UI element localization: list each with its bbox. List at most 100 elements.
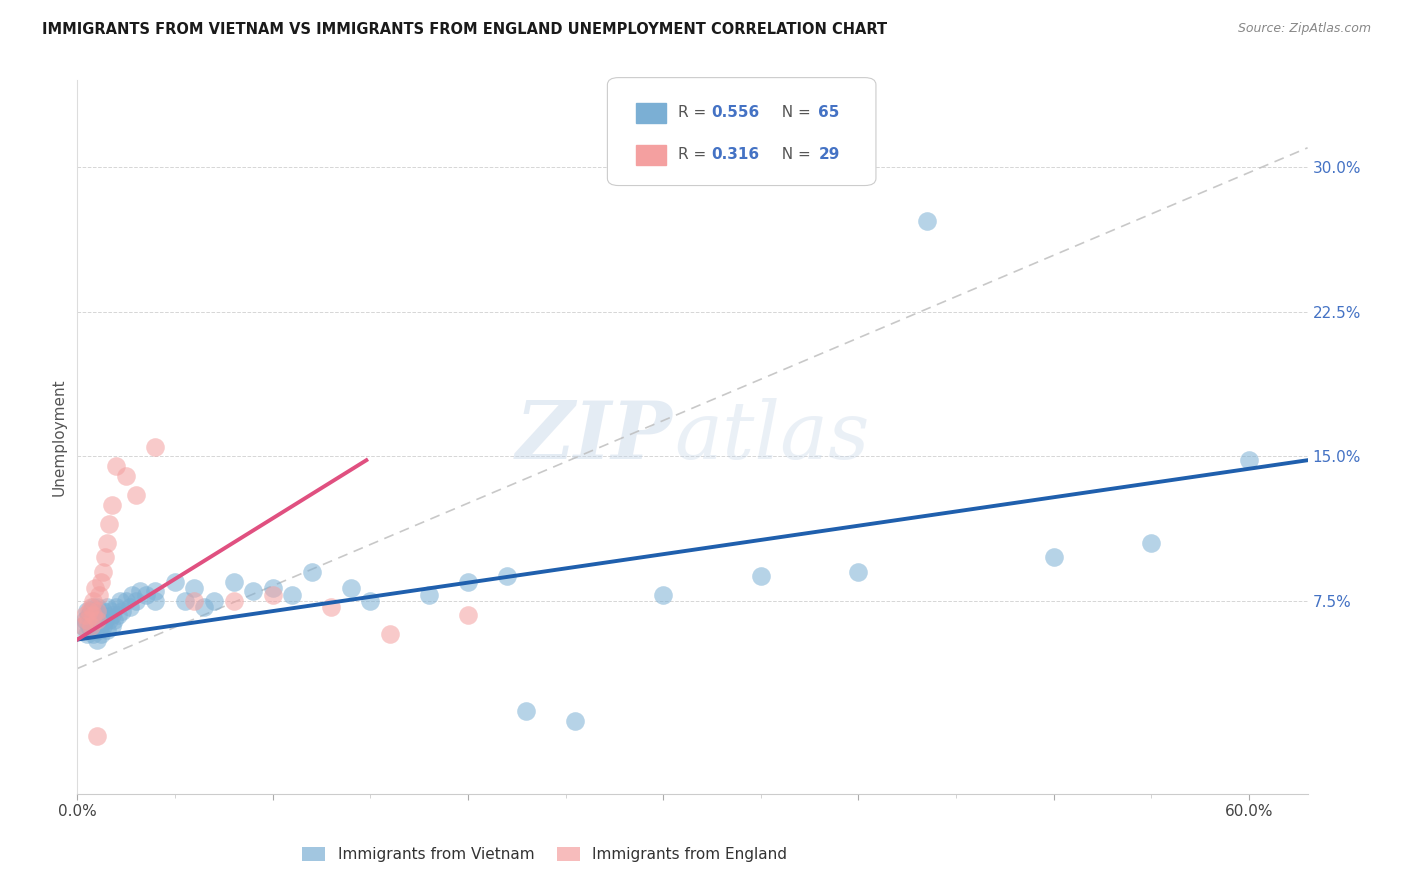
Point <box>82 599 104 614</box>
Point <box>82 594 104 608</box>
Point <box>86 607 108 622</box>
Point <box>75 613 97 627</box>
Point <box>80 613 103 627</box>
Point <box>76 613 98 627</box>
Text: R =: R = <box>678 147 711 162</box>
Point <box>76 604 98 618</box>
Point <box>77 607 100 622</box>
Point <box>145 440 167 454</box>
Text: N =: N = <box>772 105 815 120</box>
Point <box>339 581 361 595</box>
Text: 0.556: 0.556 <box>711 105 759 120</box>
Point <box>87 623 110 637</box>
Point <box>80 619 103 633</box>
Text: ZIP: ZIP <box>516 399 672 475</box>
Point <box>84 623 107 637</box>
Point <box>564 714 586 728</box>
Point <box>125 594 148 608</box>
Point <box>84 613 107 627</box>
Point <box>97 516 120 531</box>
Point <box>262 581 284 595</box>
Point <box>93 549 115 564</box>
Point <box>321 599 343 614</box>
Point <box>101 498 124 512</box>
Point <box>457 607 479 622</box>
Point <box>91 619 114 633</box>
Point <box>115 594 138 608</box>
Text: Source: ZipAtlas.com: Source: ZipAtlas.com <box>1237 22 1371 36</box>
Point <box>103 613 125 627</box>
Legend: Immigrants from Vietnam, Immigrants from England: Immigrants from Vietnam, Immigrants from… <box>297 841 793 868</box>
Point <box>77 604 100 618</box>
Point <box>193 599 215 614</box>
Point <box>418 588 440 602</box>
Point <box>1237 453 1260 467</box>
Point <box>80 599 103 614</box>
Text: R =: R = <box>678 105 711 120</box>
Point <box>93 613 115 627</box>
Point <box>107 607 129 622</box>
Point <box>105 458 128 473</box>
Point <box>202 594 225 608</box>
Point <box>496 569 519 583</box>
Point <box>378 627 401 641</box>
Text: 65: 65 <box>818 105 839 120</box>
Point <box>100 604 122 618</box>
Point <box>173 594 195 608</box>
Point <box>183 594 205 608</box>
Point <box>652 588 675 602</box>
Point <box>86 604 108 618</box>
Point <box>96 599 118 614</box>
Point <box>82 627 104 641</box>
Point <box>91 604 114 618</box>
Point <box>749 569 772 583</box>
Point <box>90 627 112 641</box>
Point <box>121 588 143 602</box>
Point <box>222 594 245 608</box>
Point <box>120 599 141 614</box>
Point <box>82 607 104 622</box>
Point <box>163 574 186 589</box>
Point <box>135 588 157 602</box>
Text: IMMIGRANTS FROM VIETNAM VS IMMIGRANTS FROM ENGLAND UNEMPLOYMENT CORRELATION CHAR: IMMIGRANTS FROM VIETNAM VS IMMIGRANTS FR… <box>42 22 887 37</box>
Point <box>301 565 323 579</box>
Point <box>145 584 167 599</box>
Point <box>105 599 128 614</box>
Point <box>90 574 112 589</box>
Point <box>86 599 108 614</box>
Point <box>72 619 94 633</box>
Point <box>84 581 107 595</box>
Point <box>72 619 94 633</box>
Point <box>101 619 124 633</box>
Point <box>80 604 103 618</box>
Point <box>222 574 245 589</box>
Text: 29: 29 <box>818 147 839 162</box>
Text: atlas: atlas <box>675 399 870 475</box>
Point <box>75 607 97 622</box>
Y-axis label: Unemployment: Unemployment <box>51 378 66 496</box>
Point <box>87 613 110 627</box>
Point <box>115 468 138 483</box>
Point <box>91 565 114 579</box>
Point <box>77 619 100 633</box>
Point <box>1042 549 1064 564</box>
Point <box>145 594 167 608</box>
Point <box>359 594 381 608</box>
Point <box>111 604 134 618</box>
Point <box>97 613 120 627</box>
Point <box>96 623 118 637</box>
Point <box>86 632 108 647</box>
Point <box>80 623 103 637</box>
Point <box>915 214 938 228</box>
Point <box>848 565 870 579</box>
Point <box>128 584 150 599</box>
Point <box>76 627 98 641</box>
Point <box>457 574 479 589</box>
Point <box>281 588 304 602</box>
Point <box>86 729 108 743</box>
Point <box>183 581 205 595</box>
Point <box>84 604 107 618</box>
Point <box>242 584 264 599</box>
Point <box>515 704 537 718</box>
Point <box>90 607 112 622</box>
